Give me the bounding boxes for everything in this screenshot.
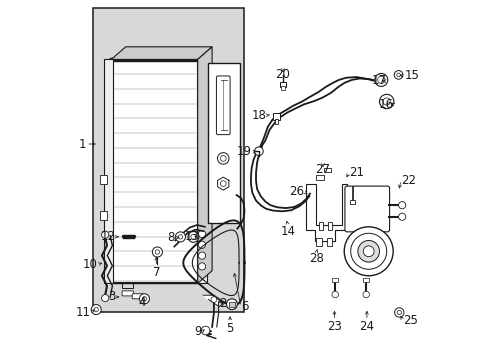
Text: 20: 20 (275, 68, 290, 81)
Bar (319, 222, 322, 230)
Bar (101, 211, 107, 220)
Circle shape (175, 232, 185, 242)
Circle shape (377, 76, 384, 84)
Text: 2: 2 (219, 297, 226, 310)
Circle shape (139, 294, 149, 304)
Circle shape (363, 246, 373, 257)
Polygon shape (111, 61, 197, 283)
Circle shape (362, 291, 368, 298)
Circle shape (102, 231, 108, 238)
Text: 18: 18 (251, 109, 266, 122)
Polygon shape (217, 177, 228, 190)
Bar (326, 238, 331, 246)
Text: 3: 3 (108, 291, 115, 303)
Circle shape (198, 252, 205, 259)
Circle shape (379, 94, 393, 109)
Circle shape (198, 241, 205, 248)
Text: 11: 11 (75, 306, 90, 319)
Bar (363, 278, 368, 282)
Text: 7: 7 (152, 266, 160, 279)
Circle shape (187, 231, 199, 242)
Polygon shape (197, 47, 212, 283)
Circle shape (374, 73, 387, 86)
FancyBboxPatch shape (216, 76, 230, 135)
FancyBboxPatch shape (344, 186, 389, 232)
Bar (316, 175, 323, 180)
Text: 24: 24 (359, 320, 374, 333)
Circle shape (178, 235, 182, 239)
Text: 9: 9 (193, 325, 201, 338)
Text: 23: 23 (326, 320, 341, 333)
Bar (197, 59, 206, 283)
Text: 17: 17 (371, 75, 386, 87)
Text: 14: 14 (280, 225, 295, 238)
Bar (279, 82, 285, 87)
Circle shape (382, 98, 389, 105)
FancyBboxPatch shape (132, 294, 143, 299)
Circle shape (211, 297, 216, 302)
Circle shape (94, 307, 98, 312)
Circle shape (91, 305, 101, 315)
Text: 22: 22 (400, 174, 415, 186)
Circle shape (396, 310, 401, 315)
Circle shape (201, 326, 209, 335)
Circle shape (398, 213, 405, 220)
Circle shape (220, 156, 225, 161)
Text: 28: 28 (308, 252, 323, 265)
Bar (272, 113, 280, 120)
FancyBboxPatch shape (122, 291, 133, 296)
Text: 15: 15 (404, 69, 419, 82)
Bar (332, 278, 337, 282)
Circle shape (254, 147, 263, 156)
Circle shape (152, 247, 162, 257)
Circle shape (155, 250, 159, 254)
Bar (280, 86, 285, 90)
Circle shape (226, 299, 237, 310)
Circle shape (357, 240, 379, 262)
Text: 6: 6 (241, 300, 248, 313)
Text: 4: 4 (138, 296, 145, 309)
Text: 13: 13 (184, 230, 199, 243)
Bar (101, 175, 107, 184)
Circle shape (396, 73, 400, 77)
Bar (104, 59, 113, 283)
Text: 19: 19 (236, 145, 251, 158)
Text: 27: 27 (315, 163, 330, 176)
Circle shape (102, 294, 108, 302)
Bar (349, 200, 354, 204)
Circle shape (398, 202, 405, 209)
Circle shape (331, 291, 338, 298)
Circle shape (344, 227, 392, 276)
Bar (228, 302, 234, 307)
Circle shape (198, 230, 205, 238)
Text: 26: 26 (288, 185, 303, 198)
Bar (208, 63, 240, 223)
Text: 25: 25 (402, 314, 417, 327)
Circle shape (190, 234, 196, 239)
Polygon shape (306, 184, 346, 241)
Text: 1: 1 (79, 138, 86, 150)
Bar (92, 8, 244, 312)
Bar (323, 168, 330, 172)
Circle shape (198, 263, 205, 270)
Text: 21: 21 (348, 166, 363, 179)
Polygon shape (203, 295, 223, 307)
Text: 12: 12 (101, 230, 115, 243)
Bar (327, 222, 331, 230)
Circle shape (220, 181, 225, 186)
Circle shape (217, 153, 228, 164)
Polygon shape (111, 47, 212, 59)
Bar (316, 238, 321, 246)
Circle shape (142, 297, 146, 301)
Text: 16: 16 (378, 98, 393, 111)
Text: 10: 10 (82, 258, 98, 271)
Circle shape (350, 233, 386, 269)
Text: 8: 8 (166, 231, 174, 244)
Circle shape (393, 71, 402, 79)
Bar (274, 119, 278, 124)
Circle shape (394, 308, 403, 317)
Text: 5: 5 (226, 322, 233, 335)
